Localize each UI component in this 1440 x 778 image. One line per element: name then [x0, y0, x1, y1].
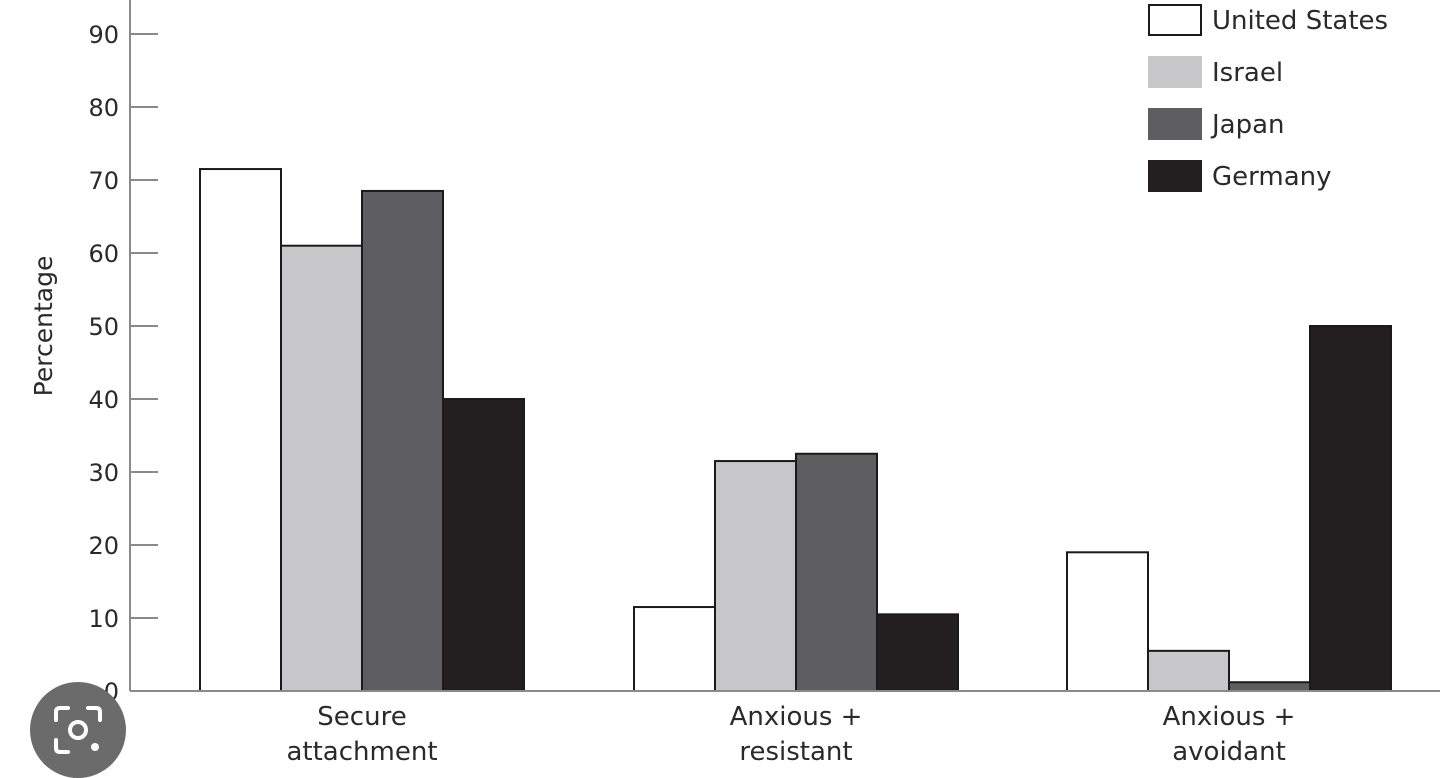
- bar-germany: [442, 398, 525, 692]
- lens-scan-icon: [54, 706, 102, 754]
- y-axis-label: Percentage: [29, 256, 58, 397]
- bar-israel: [1147, 649, 1230, 692]
- x-category-label: attachment: [286, 737, 437, 766]
- bar-united-states: [1066, 551, 1149, 692]
- bar-israel: [280, 244, 363, 692]
- legend-label: Japan: [1210, 110, 1285, 140]
- lens-scan-button[interactable]: [30, 682, 126, 778]
- legend-label: United States: [1212, 6, 1388, 36]
- legend: United States Israel Japan Germany: [1148, 4, 1388, 192]
- y-tick-label: 10: [88, 605, 119, 633]
- legend-swatch: [1148, 4, 1202, 36]
- y-tick-label: 40: [88, 386, 119, 414]
- bar-japan: [1228, 681, 1311, 692]
- legend-swatch: [1148, 160, 1202, 192]
- x-category-label: Secure: [317, 702, 406, 732]
- x-axis: Secure attachment Anxious + resistant Anxiou…: [130, 690, 1440, 767]
- bar-united-states: [199, 168, 282, 693]
- x-category-label: resistant: [739, 737, 852, 766]
- legend-label: Germany: [1212, 162, 1332, 192]
- y-tick-label: 80: [88, 94, 119, 122]
- bar-germany: [876, 613, 959, 692]
- bars: [199, 168, 1392, 693]
- y-tick-label: 30: [88, 459, 119, 487]
- x-category-label: Anxious +: [730, 702, 863, 732]
- y-tick-label: 20: [88, 532, 119, 560]
- x-category-label: avoidant: [1172, 737, 1286, 766]
- y-tick-label: 50: [88, 313, 119, 341]
- legend-swatch: [1148, 56, 1202, 88]
- bar-israel: [714, 460, 797, 692]
- y-tick-label: 90: [88, 21, 119, 49]
- legend-label: Israel: [1212, 58, 1283, 88]
- bar-united-states: [633, 606, 716, 692]
- bar-japan: [795, 452, 878, 692]
- bar-germany: [1309, 325, 1392, 692]
- y-tick-label: 70: [88, 167, 119, 195]
- legend-swatch: [1148, 108, 1202, 140]
- x-category-label: Anxious +: [1163, 702, 1296, 732]
- y-tick-label: 60: [88, 240, 119, 268]
- bar-japan: [361, 189, 444, 692]
